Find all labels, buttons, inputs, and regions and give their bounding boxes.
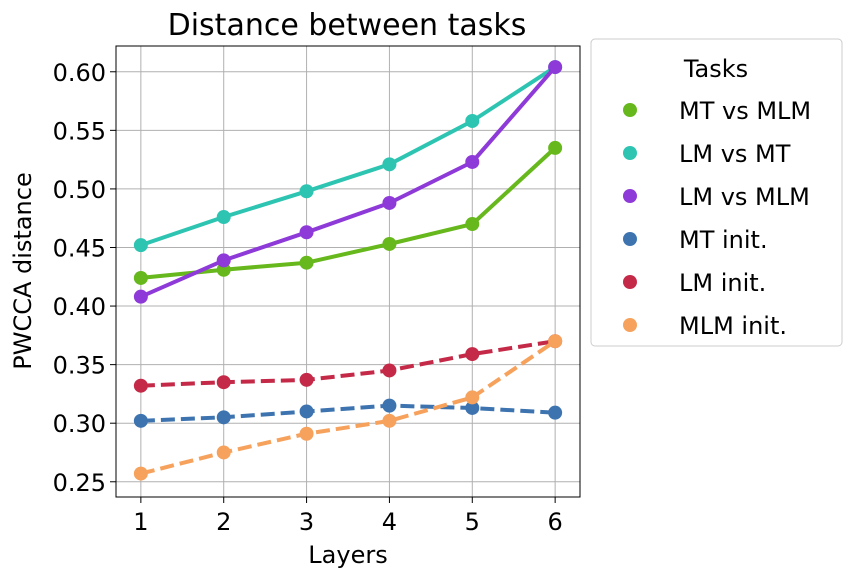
legend: Tasks MT vs MLM LM vs MT LM vs MLM MT init.… — [590, 38, 843, 347]
y-tick-label: 0.60 — [53, 59, 106, 87]
legend-title: Tasks — [683, 55, 748, 83]
series-line-mlm-init — [140, 339, 557, 476]
legend-label-lm-vs-mt: LM vs MT — [679, 140, 791, 168]
grid-lines — [116, 46, 580, 497]
data-point-mt-vs-mlm — [133, 270, 148, 285]
legend-box — [590, 38, 843, 347]
x-axis-label: Layers — [308, 541, 387, 569]
data-point-lm-vs-mt — [299, 184, 314, 199]
legend-label-mlm-init: MLM init. — [679, 312, 787, 340]
data-point-lm-init — [133, 378, 148, 393]
x-tick-label: 2 — [216, 508, 231, 536]
data-point-mt-init — [133, 413, 148, 428]
data-point-lm-vs-mt — [465, 113, 480, 128]
y-tick-label: 0.55 — [53, 117, 106, 145]
series-line-mt-vs-mlm — [140, 146, 557, 280]
series-mlm-init — [133, 334, 563, 481]
data-point-lm-init — [382, 363, 397, 378]
series-layer — [133, 60, 563, 481]
plot-frame — [115, 45, 581, 498]
data-point-lm-init — [299, 372, 314, 387]
y-tick-label: 0.25 — [53, 469, 106, 497]
y-tick-label: 0.30 — [53, 410, 106, 438]
y-axis-label: PWCCA distance — [9, 172, 37, 369]
y-tick-label: 0.45 — [53, 234, 106, 262]
y-tick-label: 0.35 — [53, 352, 106, 380]
y-tick-label: 0.40 — [53, 293, 106, 321]
data-point-mlm-init — [216, 445, 231, 460]
data-point-mt-init — [382, 398, 397, 413]
data-point-lm-init — [216, 375, 231, 390]
legend-label-mt-vs-mlm: MT vs MLM — [679, 97, 811, 125]
x-tick-label: 1 — [133, 508, 148, 536]
data-point-mt-init — [548, 405, 563, 420]
data-point-mlm-init — [382, 413, 397, 428]
data-point-lm-vs-mt — [133, 238, 148, 253]
legend-marker-lm-init — [623, 275, 637, 289]
x-tick-label: 3 — [299, 508, 314, 536]
data-point-mt-vs-mlm — [548, 140, 563, 155]
data-point-lm-vs-mlm — [382, 195, 397, 210]
data-point-mlm-init — [465, 390, 480, 405]
data-point-lm-init — [465, 347, 480, 362]
series-line-mt-init — [140, 403, 556, 423]
legend-marker-mlm-init — [623, 318, 637, 332]
data-point-mt-init — [216, 410, 231, 425]
series-mt-init — [133, 398, 563, 428]
data-point-lm-vs-mt — [216, 210, 231, 225]
legend-marker-lm-vs-mt — [623, 146, 637, 160]
chart-title: Distance between tasks — [168, 8, 527, 43]
data-point-lm-vs-mlm — [548, 60, 563, 75]
data-point-mlm-init — [133, 466, 148, 481]
x-tick-label: 5 — [465, 508, 480, 536]
legend-marker-mt-vs-mlm — [623, 103, 637, 117]
data-point-mlm-init — [548, 334, 563, 349]
series-lm-vs-mt — [133, 60, 563, 253]
data-point-mt-vs-mlm — [299, 255, 314, 270]
y-tick-label: 0.50 — [53, 176, 106, 204]
y-axis: 0.25 0.30 0.35 0.40 0.45 0.50 0.55 0.60 — [53, 59, 116, 497]
data-point-lm-vs-mt — [382, 157, 397, 172]
data-point-mlm-init — [299, 426, 314, 441]
data-point-mt-vs-mlm — [382, 236, 397, 251]
series-lm-init — [133, 334, 563, 393]
legend-label-mt-init: MT init. — [679, 226, 768, 254]
data-point-lm-vs-mlm — [465, 154, 480, 169]
data-point-lm-vs-mlm — [216, 253, 231, 268]
data-point-lm-vs-mlm — [299, 225, 314, 240]
data-point-lm-vs-mlm — [133, 289, 148, 304]
series-mt-vs-mlm — [133, 140, 563, 285]
series-line-lm-init — [140, 339, 556, 388]
data-point-mt-init — [299, 404, 314, 419]
legend-label-lm-init: LM init. — [679, 269, 766, 297]
x-tick-label: 4 — [382, 508, 397, 536]
legend-label-lm-vs-mlm: LM vs MLM — [679, 183, 810, 211]
legend-marker-mt-init — [623, 232, 637, 246]
series-line-lm-vs-mt — [140, 65, 557, 247]
legend-marker-lm-vs-mlm — [623, 189, 637, 203]
series-line-lm-vs-mlm — [140, 65, 557, 299]
x-tick-label: 6 — [548, 508, 563, 536]
x-axis: 1 2 3 4 5 6 — [133, 497, 563, 536]
data-point-mt-init — [465, 400, 480, 415]
series-lm-vs-mlm — [133, 60, 563, 304]
data-point-mt-vs-mlm — [465, 217, 480, 232]
